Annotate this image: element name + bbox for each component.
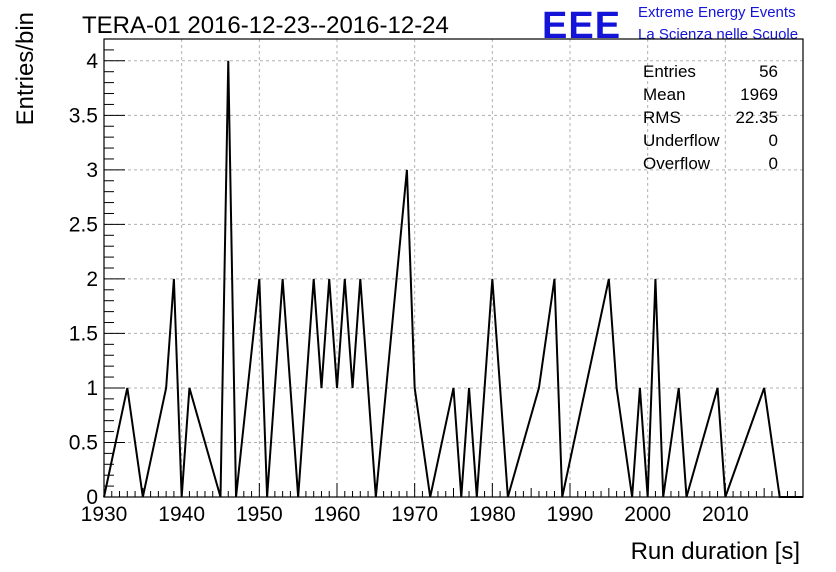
y-tick-label: 0.5	[69, 431, 98, 454]
histogram-bars	[103, 60, 803, 498]
y-tick-label: 2	[86, 268, 98, 291]
x-tick-label: 2010	[702, 503, 749, 526]
histogram-outline	[103, 60, 803, 498]
x-tick-label: 1930	[81, 503, 128, 526]
x-axis-label: Run duration [s]	[631, 538, 800, 565]
y-axis-ticks: 0 0.5 1 1.5 2 2.5 3 3.5 4	[69, 49, 125, 509]
x-tick-label: 1970	[391, 503, 438, 526]
eee-logo: EEE Extreme Energy Events La Scienza nel…	[542, 4, 798, 47]
x-tick-label: 1940	[158, 503, 205, 526]
logo-mark: EEE	[542, 5, 621, 47]
x-tick-label: 1990	[547, 503, 594, 526]
x-tick-label: 1960	[314, 503, 361, 526]
stats-value: 0	[769, 131, 778, 150]
x-tick-label: 2000	[624, 503, 671, 526]
y-tick-label: 2.5	[69, 213, 98, 236]
stats-label: Underflow	[643, 131, 720, 150]
stats-label: Entries	[643, 62, 696, 81]
y-tick-label: 4	[86, 50, 98, 73]
grid-lines	[104, 39, 803, 497]
stats-value: 1969	[740, 85, 778, 104]
stats-value: 56	[759, 62, 778, 81]
y-axis-label: Entries/bin	[12, 12, 39, 125]
logo-line-1: Extreme Energy Events	[638, 4, 796, 21]
x-tick-label: 1950	[236, 503, 283, 526]
stats-label: Mean	[643, 85, 686, 104]
y-tick-label: 3.5	[69, 104, 98, 127]
stats-value: 22.35	[735, 108, 778, 127]
stats-label: RMS	[643, 108, 681, 127]
stats-label: Overflow	[643, 154, 711, 173]
y-tick-label: 0	[86, 486, 98, 509]
x-tick-label: 1980	[469, 503, 516, 526]
x-axis-ticks: 1930 1940 1950 1960 1970 1980 1990 2000 2010	[81, 483, 796, 526]
chart-title: TERA-01 2016-12-23--2016-12-24	[82, 12, 449, 39]
y-tick-label: 1.5	[69, 322, 98, 345]
stats-box: Entries 56 Mean 1969 RMS 22.35 Underflow 0 Overf…	[643, 62, 778, 173]
y-tick-label: 3	[86, 159, 98, 182]
plot-frame	[103, 38, 804, 498]
logo-line-2: La Scienza nelle Scuole	[638, 26, 798, 43]
stats-value: 0	[769, 154, 778, 173]
y-tick-label: 1	[86, 377, 98, 400]
